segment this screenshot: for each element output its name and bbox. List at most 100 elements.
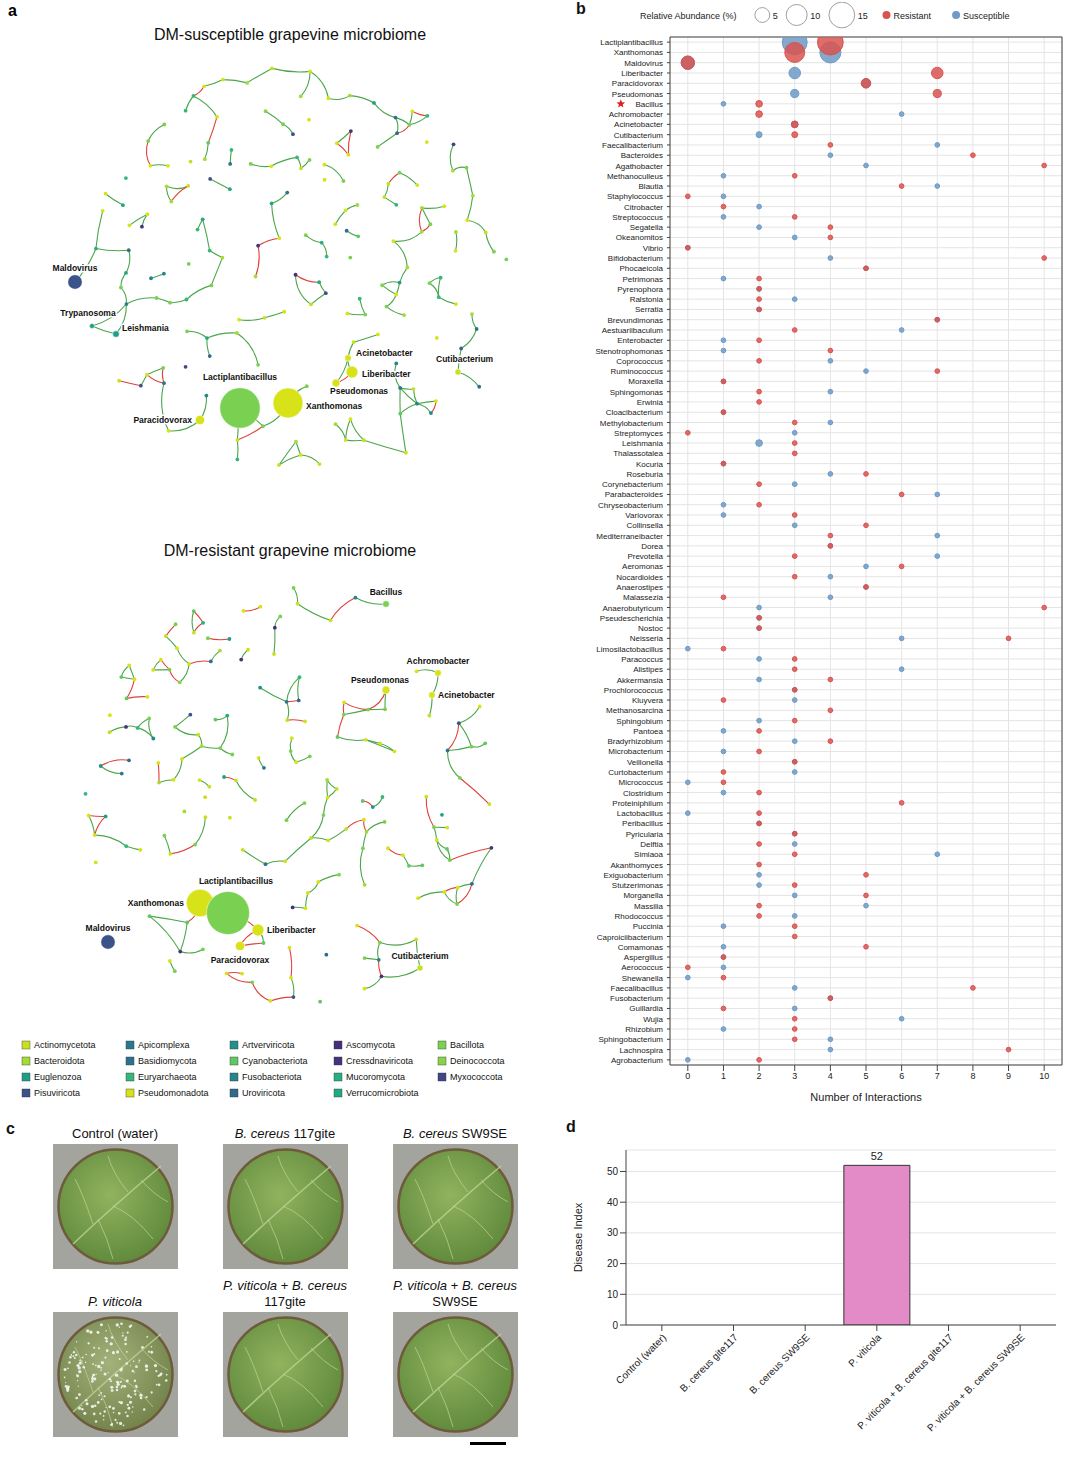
svg-text:Segatella: Segatella [630,223,664,232]
svg-text:Paracidovorax: Paracidovorax [612,79,663,88]
svg-text:Kocuria: Kocuria [636,460,664,469]
svg-text:Cutibacterium: Cutibacterium [436,354,494,364]
svg-text:Xanthomonas: Xanthomonas [306,401,362,411]
svg-text:Maldovirus: Maldovirus [86,923,131,933]
svg-text:Pseudomonadota: Pseudomonadota [138,1088,209,1098]
svg-text:Nostoc: Nostoc [638,624,663,633]
svg-text:Liberibacter: Liberibacter [621,69,663,78]
svg-text:Bradyrhizobium: Bradyrhizobium [607,737,663,746]
svg-text:Comamonas: Comamonas [618,943,663,952]
svg-text:Microbacterium: Microbacterium [608,747,663,756]
svg-text:Aeromonas: Aeromonas [622,562,663,571]
svg-text:Ralstonia: Ralstonia [630,295,664,304]
svg-text:Maldovirus: Maldovirus [53,263,98,273]
svg-text:52: 52 [871,1150,883,1162]
svg-text:Lactiplantibacillus: Lactiplantibacillus [199,876,273,886]
svg-text:Neisseria: Neisseria [630,634,664,643]
svg-text:Fusobacteriota: Fusobacteriota [242,1072,302,1082]
svg-text:Akanthomyces: Akanthomyces [611,861,663,870]
svg-text:Delftia: Delftia [640,840,663,849]
svg-text:Bacillus: Bacillus [635,100,663,109]
svg-text:Control (water): Control (water) [614,1332,669,1387]
svg-text:Alistipes: Alistipes [633,665,663,674]
svg-text:Sphingobium: Sphingobium [616,717,663,726]
svg-text:Staphylococcus: Staphylococcus [607,192,663,201]
svg-text:Relative Abundance (%): Relative Abundance (%) [640,11,737,21]
svg-text:Maldovirus: Maldovirus [624,59,663,68]
svg-text:15: 15 [858,11,868,21]
svg-text:Actinomycetota: Actinomycetota [34,1040,96,1050]
svg-text:Coprococcus: Coprococcus [616,357,663,366]
svg-text:Collinsella: Collinsella [627,521,664,530]
svg-text:7: 7 [935,1071,940,1081]
svg-text:50: 50 [607,1166,619,1177]
svg-text:Number of Interactions: Number of Interactions [810,1091,922,1103]
svg-text:Vibrio: Vibrio [643,244,664,253]
svg-text:Paracoccus: Paracoccus [621,655,663,664]
svg-text:Lactobacillus: Lactobacillus [617,809,663,818]
svg-text:Roseburia: Roseburia [627,470,664,479]
svg-text:Mediterraneibacter: Mediterraneibacter [596,532,663,541]
svg-text:Pseudomonas: Pseudomonas [330,386,388,396]
svg-text:6: 6 [899,1071,904,1081]
svg-text:Ruminococcus: Ruminococcus [611,367,663,376]
svg-text:Malassezia: Malassezia [623,593,664,602]
svg-text:Nocardioides: Nocardioides [616,573,663,582]
svg-text:Sphingomonas: Sphingomonas [610,388,663,397]
svg-text:Aestuariibaculum: Aestuariibaculum [602,326,664,335]
svg-text:Paracidovorax: Paracidovorax [211,955,270,965]
svg-text:Lactiplantibacillus: Lactiplantibacillus [600,38,663,47]
svg-text:Curtobacterium: Curtobacterium [608,768,663,777]
svg-text:10: 10 [1039,1071,1049,1081]
svg-text:Dorea: Dorea [641,542,663,551]
svg-text:Apicomplexa: Apicomplexa [138,1040,190,1050]
svg-text:Chryseobacterium: Chryseobacterium [598,501,663,510]
svg-text:Enterobacter: Enterobacter [617,336,663,345]
svg-text:Pyricularia: Pyricularia [626,830,664,839]
svg-text:a: a [8,2,17,19]
svg-text:Kluyvera: Kluyvera [632,696,664,705]
svg-text:Akkermansia: Akkermansia [617,676,664,685]
svg-text:Resistant: Resistant [893,11,931,21]
svg-text:Leishmania: Leishmania [622,439,663,448]
svg-text:Methanosarcina: Methanosarcina [606,706,663,715]
svg-text:Rhodococcus: Rhodococcus [615,912,663,921]
svg-text:Massilia: Massilia [634,902,663,911]
svg-text:4: 4 [828,1071,833,1081]
svg-text:Micrococcus: Micrococcus [619,778,663,787]
svg-text:Acinetobacter: Acinetobacter [356,348,413,358]
svg-text:Achromobacter: Achromobacter [407,656,471,666]
svg-text:Faecalibacterium: Faecalibacterium [602,141,663,150]
svg-text:Euglenozoa: Euglenozoa [34,1072,82,1082]
svg-text:DM-resistant grapevine microbi: DM-resistant grapevine microbiome [164,542,417,559]
svg-text:Trypanosoma: Trypanosoma [60,308,116,318]
svg-text:Stutzerimonas: Stutzerimonas [612,881,663,890]
svg-text:Disease Index: Disease Index [572,1202,584,1272]
svg-text:Parabacteroides: Parabacteroides [605,490,663,499]
svg-text:30: 30 [607,1227,619,1238]
svg-text:40: 40 [607,1197,619,1208]
svg-text:Cloacibacterium: Cloacibacterium [606,408,664,417]
svg-text:B. cereus SW9SE: B. cereus SW9SE [747,1331,812,1396]
svg-text:Limosilactobacillus: Limosilactobacillus [596,645,663,654]
svg-text:Cyanobacteriota: Cyanobacteriota [242,1056,308,1066]
svg-text:10: 10 [607,1289,619,1300]
svg-text:Aerococcus: Aerococcus [621,963,663,972]
svg-text:Corynebacterium: Corynebacterium [602,480,663,489]
svg-text:5: 5 [773,11,778,21]
svg-text:Methanoculleus: Methanoculleus [607,172,663,181]
svg-text:Achromobacter: Achromobacter [609,110,664,119]
svg-text:Simiaoa: Simiaoa [634,850,663,859]
svg-text:Anaerostipes: Anaerostipes [616,583,663,592]
svg-text:Stenotrophomonas: Stenotrophomonas [595,347,663,356]
svg-text:Xanthomonas: Xanthomonas [614,48,663,57]
svg-text:Guillardia: Guillardia [629,1004,663,1013]
svg-text:Pseudomonas: Pseudomonas [612,90,663,99]
svg-text:Puccinia: Puccinia [633,922,664,931]
svg-text:0: 0 [612,1320,618,1331]
svg-text:2: 2 [757,1071,762,1081]
svg-text:Variovorax: Variovorax [625,511,663,520]
svg-text:Serratia: Serratia [635,305,664,314]
svg-text:Wujia: Wujia [643,1015,663,1024]
svg-text:20: 20 [607,1258,619,1269]
